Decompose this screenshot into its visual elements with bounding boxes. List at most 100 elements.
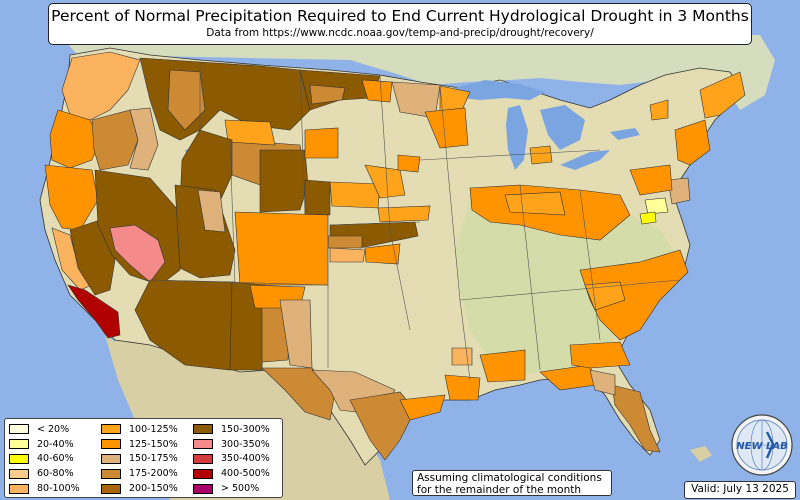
legend-item: 40-60% (9, 452, 80, 467)
legend: < 20% 20-40% 40-60% 60-80% 80-100% 100-1… (4, 418, 283, 498)
region-nd-175-200 (309, 84, 346, 105)
region-wi-mi-125-150 (424, 107, 469, 149)
state-borders (139, 57, 681, 381)
legend-label: > 500% (221, 483, 260, 495)
region-la-125-150 (444, 374, 481, 401)
logo-text: NEW LAB (736, 441, 787, 452)
legend-swatch (193, 424, 213, 435)
legend-label: < 20% (37, 423, 70, 435)
legend-column-3: 150-300% 300-350% 350-400% 400-500% > 50… (193, 422, 270, 496)
region-mt-175-200 (167, 69, 206, 131)
legend-swatch (9, 468, 29, 479)
legend-swatch (101, 483, 121, 494)
legend-label: 125-150% (129, 438, 178, 450)
region-ms-125-150 (479, 349, 526, 383)
title-box: Percent of Normal Precipitation Required… (48, 3, 752, 45)
region-ut-150-175 (197, 189, 226, 233)
region-ne-us-100-125 (699, 71, 746, 119)
globe-icon: NEW LAB (731, 414, 793, 476)
legend-swatch (101, 468, 121, 479)
region-ks-125-150 (364, 243, 401, 265)
region-mi-100-125 (529, 145, 553, 165)
legend-swatch (193, 483, 213, 494)
legend-item: 20-40% (9, 437, 80, 452)
legend-item: 200-150% (101, 481, 178, 496)
region-co-125-150 (234, 211, 329, 286)
region-ks-80-100 (329, 247, 366, 263)
legend-item: 125-150% (101, 437, 178, 452)
legend-label: 350-400% (221, 453, 270, 465)
lake-erie (560, 150, 610, 170)
region-ca-s-400-500 (67, 284, 121, 339)
legend-item: 350-400% (193, 452, 270, 467)
region-tx-coast-125-150 (399, 394, 446, 421)
legend-swatch (101, 424, 121, 435)
map-title: Percent of Normal Precipitation Required… (51, 7, 749, 25)
legend-swatch (9, 453, 29, 464)
region-ks-175-200 (327, 235, 363, 249)
eastern-forest-tint (455, 190, 680, 375)
region-sd-100-125 (224, 119, 276, 146)
legend-swatch (193, 453, 213, 464)
legend-column-1: < 20% 20-40% 40-60% 60-80% 80-100% (9, 422, 80, 496)
legend-item: 175-200% (101, 466, 178, 481)
region-ne-e-100-125 (364, 164, 406, 199)
lake-michigan (506, 105, 528, 170)
region-mn-125-150 (361, 79, 393, 103)
legend-item: < 20% (9, 422, 80, 437)
note-line-2: for the remainder of the month (417, 484, 582, 496)
region-ia-125-150 (397, 154, 421, 173)
legend-swatch (193, 468, 213, 479)
legend-swatch (9, 424, 29, 435)
legend-label: 20-40% (37, 438, 74, 450)
legend-item: 100-125% (101, 422, 178, 437)
legend-label: 60-80% (37, 468, 74, 480)
region-ga-125-150 (569, 341, 631, 369)
assumption-note: Assuming climatological conditions for t… (412, 470, 612, 496)
lake-huron (540, 105, 585, 150)
region-ar-80-100 (451, 347, 473, 366)
legend-item: 400-500% (193, 466, 270, 481)
legend-swatch (9, 439, 29, 450)
map-subtitle: Data from https://www.ncdc.noaa.gov/temp… (206, 27, 594, 39)
region-ne-125-150 (304, 127, 339, 159)
legend-item: 80-100% (9, 481, 80, 496)
legend-label: 150-175% (129, 453, 178, 465)
region-ohio-100-125 (504, 191, 566, 216)
region-md-300-350 (644, 197, 669, 215)
region-or-125-150 (49, 109, 101, 169)
lake-ontario (610, 128, 640, 140)
region-fl-150-175 (589, 369, 616, 396)
legend-label: 150-300% (221, 423, 270, 435)
legend-label: 200-150% (129, 483, 178, 495)
legend-swatch (193, 439, 213, 450)
region-ny-w-100-125 (649, 99, 669, 121)
legend-label: 175-200% (129, 468, 178, 480)
legend-swatch (101, 453, 121, 464)
legend-label: 80-100% (37, 483, 80, 495)
note-line-1: Assuming climatological conditions (417, 472, 602, 484)
region-va-40-60 (639, 211, 657, 225)
legend-item: 300-350% (193, 437, 270, 452)
region-ne-150-300 (304, 179, 331, 216)
region-ne-100-125 (329, 181, 381, 209)
region-tx-w-175-200 (261, 367, 336, 421)
lake-superior (455, 80, 545, 100)
bahamas-land (690, 446, 712, 462)
legend-label: 40-60% (37, 453, 74, 465)
legend-item: 60-80% (9, 466, 80, 481)
region-pa-125-150 (629, 164, 673, 196)
region-or-150-175 (129, 107, 159, 171)
legend-label: 400-500% (221, 468, 270, 480)
legend-item: 150-300% (193, 422, 270, 437)
region-wy-e-150-300 (259, 149, 309, 213)
legend-label: 100-125% (129, 423, 178, 435)
region-ny-125-150 (674, 119, 711, 166)
valid-date: Valid: July 13 2025 (684, 481, 796, 499)
legend-label: 300-350% (221, 438, 270, 450)
region-fl-175-200 (611, 384, 661, 453)
region-tx-e-175-200 (349, 391, 416, 461)
region-nv-300-350 (109, 224, 166, 283)
region-nj-150-175 (667, 177, 691, 205)
legend-swatch (9, 483, 29, 494)
